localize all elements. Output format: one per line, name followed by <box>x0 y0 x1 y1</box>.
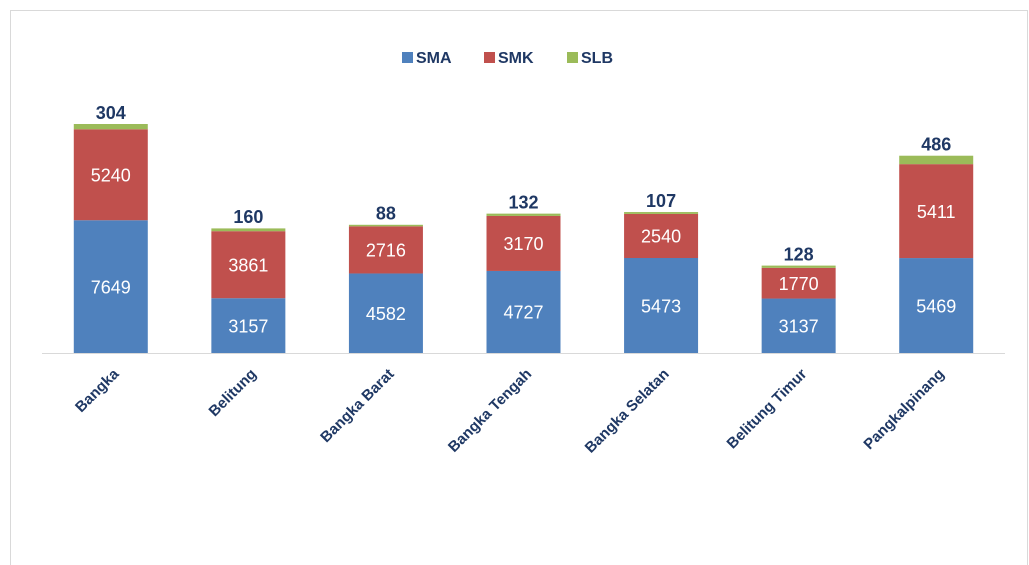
data-label: 486 <box>921 134 951 154</box>
chart-frame <box>10 10 1028 565</box>
bar-segment <box>761 265 836 268</box>
legend-label: SMA <box>416 50 452 67</box>
x-tick-label: Belitung <box>206 366 260 420</box>
data-label: 7649 <box>91 277 131 297</box>
bar-segment <box>348 273 423 353</box>
data-label: 1770 <box>779 274 819 294</box>
bar-segment <box>624 212 699 214</box>
data-label: 2540 <box>641 227 681 247</box>
data-label: 3157 <box>228 316 268 336</box>
bar-segment <box>624 213 699 259</box>
x-tick-label: Pangkalpinang <box>860 366 947 453</box>
data-label: 5411 <box>917 202 956 222</box>
data-label: 2716 <box>366 241 406 261</box>
legend-swatch <box>484 52 495 63</box>
data-label: 5473 <box>641 296 681 316</box>
bar-segment <box>73 129 148 221</box>
bar-segment <box>761 267 836 299</box>
legend-swatch <box>402 52 413 63</box>
bar-segment <box>486 215 561 271</box>
legend-label: SMK <box>498 50 534 67</box>
x-tick-label: Bangka Barat <box>317 366 397 446</box>
data-label: 4582 <box>366 304 406 324</box>
bar-segment <box>211 228 286 232</box>
data-label: 5469 <box>916 296 956 316</box>
x-tick-label: Bangka Selatan <box>582 366 673 457</box>
bar-segment <box>624 258 699 353</box>
x-tick-label: Bangka Tengah <box>445 366 535 456</box>
data-label: 4727 <box>503 303 543 323</box>
x-tick-label: Bangka <box>72 365 123 416</box>
legend-label: SLB <box>581 50 613 67</box>
bar-segment <box>899 164 974 259</box>
data-label: 132 <box>508 192 538 212</box>
bar-segment <box>73 220 148 353</box>
data-label: 3170 <box>503 234 543 254</box>
bar-segment <box>211 298 286 353</box>
bar-segment <box>348 224 423 227</box>
data-label: 3137 <box>779 317 819 337</box>
bar-segment <box>899 155 974 165</box>
data-label: 304 <box>96 103 126 123</box>
bar-segment <box>761 298 836 353</box>
data-label: 3861 <box>228 255 268 275</box>
data-label: 128 <box>784 244 814 264</box>
bar-segment <box>899 258 974 353</box>
data-label: 107 <box>646 191 676 211</box>
bar-segment <box>211 231 286 299</box>
bar-segment <box>348 226 423 274</box>
bar-segment <box>73 124 148 130</box>
data-label: 160 <box>233 207 263 227</box>
x-tick-label: Belitung Timur <box>724 366 811 453</box>
legend-swatch <box>567 52 578 63</box>
bar-segment <box>486 213 561 216</box>
data-label: 5240 <box>91 166 131 186</box>
bar-segment <box>486 270 561 353</box>
data-label: 88 <box>376 204 396 224</box>
